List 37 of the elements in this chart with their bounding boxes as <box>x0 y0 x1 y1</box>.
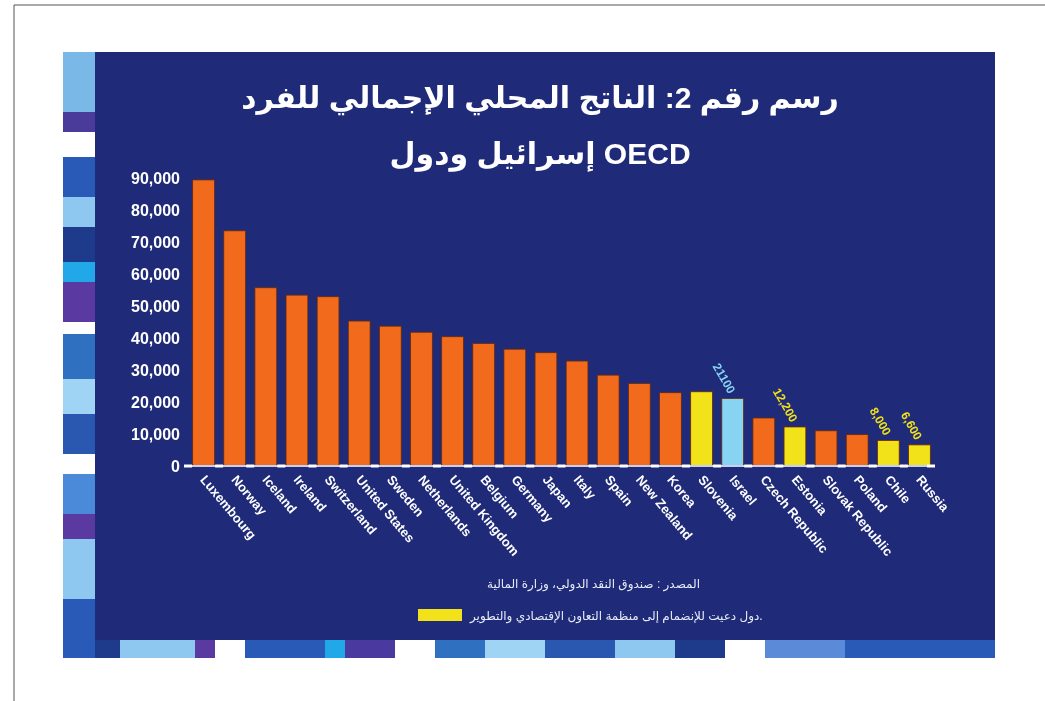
y-tick-label: 30,000 <box>131 361 181 379</box>
bar <box>285 294 309 467</box>
bar <box>223 230 246 467</box>
bar <box>316 296 340 467</box>
y-tick-label: 60,000 <box>131 265 181 283</box>
bar <box>565 360 589 467</box>
text: المصدر : صندوق النقد الدولي، وزارة المالية <box>487 577 700 592</box>
y-tick-label: 10,000 <box>131 425 181 443</box>
bar <box>690 391 713 467</box>
bar <box>254 287 278 467</box>
y-tick-label: 90,000 <box>131 169 181 187</box>
bar <box>877 440 900 467</box>
bar <box>814 430 838 467</box>
bar <box>721 398 744 467</box>
bar <box>659 392 682 467</box>
y-tick-label: 40,000 <box>131 329 181 347</box>
chart-subtitle: إسرائيل ودول OECD <box>389 137 691 172</box>
bar <box>596 374 620 467</box>
bar <box>503 348 527 467</box>
bar <box>628 383 651 467</box>
bar <box>472 343 495 467</box>
bar <box>347 320 371 467</box>
y-tick-label: 20,000 <box>131 393 181 411</box>
chart-title: رسم رقم 2: الناتج المحلي الإجمالي للفرد <box>241 81 839 116</box>
bar <box>441 336 464 467</box>
y-tick-label: 50,000 <box>131 297 181 315</box>
bar <box>410 331 433 467</box>
y-tick-label: 80,000 <box>131 201 181 219</box>
bar <box>379 325 402 467</box>
y-tick-label: 70,000 <box>131 233 181 251</box>
bar <box>783 426 807 467</box>
bar <box>908 444 931 467</box>
bar <box>192 179 215 467</box>
bar <box>845 434 869 467</box>
bar <box>534 352 558 467</box>
y-tick-label: 0 <box>171 457 181 475</box>
legend-label: دول دعيت للإنضمام إلى منظمة التعاون الإقتصادي والتطوير. <box>469 609 763 624</box>
